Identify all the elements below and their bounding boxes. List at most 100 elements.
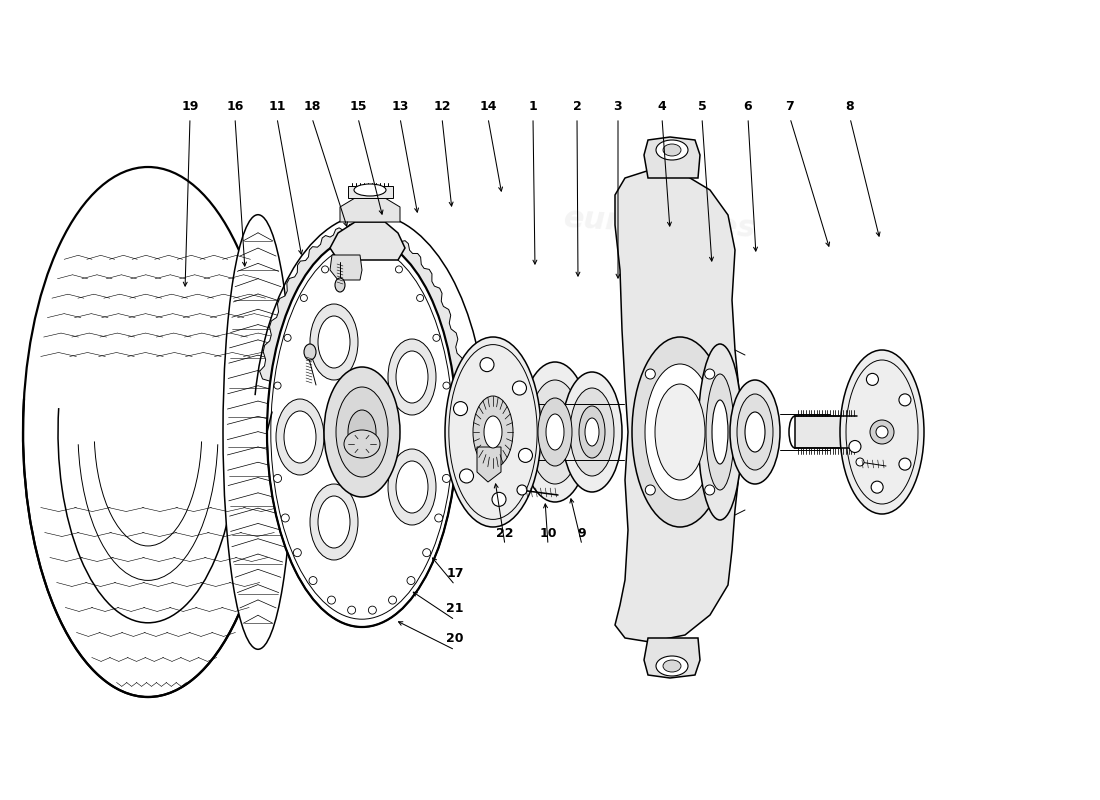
Text: 10: 10	[539, 527, 557, 540]
Text: 21: 21	[447, 602, 464, 615]
Ellipse shape	[492, 492, 506, 506]
Ellipse shape	[274, 474, 282, 482]
Ellipse shape	[354, 184, 386, 196]
Ellipse shape	[632, 337, 728, 527]
Ellipse shape	[345, 251, 353, 258]
Ellipse shape	[870, 420, 894, 444]
Ellipse shape	[309, 577, 317, 585]
Ellipse shape	[371, 251, 378, 258]
Ellipse shape	[310, 484, 358, 560]
Ellipse shape	[446, 337, 541, 527]
Ellipse shape	[529, 380, 581, 484]
Ellipse shape	[656, 140, 688, 160]
Ellipse shape	[276, 399, 324, 475]
Ellipse shape	[538, 398, 572, 466]
Text: eurospares: eurospares	[563, 205, 757, 243]
Ellipse shape	[396, 461, 428, 513]
Ellipse shape	[318, 316, 350, 368]
Ellipse shape	[899, 458, 911, 470]
Text: 17: 17	[447, 567, 464, 580]
Polygon shape	[644, 137, 700, 178]
Polygon shape	[330, 255, 362, 280]
Ellipse shape	[344, 430, 380, 458]
Ellipse shape	[388, 449, 436, 525]
Ellipse shape	[433, 334, 440, 342]
Ellipse shape	[663, 144, 681, 156]
Ellipse shape	[223, 214, 293, 650]
Ellipse shape	[284, 411, 316, 463]
Ellipse shape	[368, 606, 376, 614]
Ellipse shape	[520, 362, 590, 502]
Ellipse shape	[546, 414, 564, 450]
Text: 11: 11	[268, 100, 286, 113]
Text: 15: 15	[350, 100, 366, 113]
Ellipse shape	[706, 374, 734, 490]
Polygon shape	[340, 198, 400, 222]
Text: 5: 5	[697, 100, 706, 113]
Polygon shape	[615, 170, 745, 642]
Ellipse shape	[698, 344, 742, 520]
Ellipse shape	[294, 549, 301, 557]
Ellipse shape	[646, 369, 656, 379]
Ellipse shape	[267, 237, 456, 627]
Ellipse shape	[58, 242, 238, 622]
Ellipse shape	[737, 394, 773, 470]
Ellipse shape	[645, 364, 715, 500]
Text: 18: 18	[304, 100, 321, 113]
Ellipse shape	[480, 358, 494, 372]
Ellipse shape	[570, 388, 614, 476]
Text: 12: 12	[433, 100, 451, 113]
Text: 14: 14	[480, 100, 497, 113]
Ellipse shape	[663, 660, 681, 672]
Ellipse shape	[417, 294, 424, 302]
Ellipse shape	[840, 350, 924, 514]
Text: eurospares: eurospares	[229, 528, 387, 560]
Ellipse shape	[348, 606, 355, 614]
Ellipse shape	[712, 400, 728, 464]
Polygon shape	[644, 638, 700, 678]
Ellipse shape	[453, 402, 468, 416]
Ellipse shape	[730, 380, 780, 484]
Ellipse shape	[336, 387, 388, 477]
Ellipse shape	[518, 448, 532, 462]
Ellipse shape	[324, 367, 400, 497]
Ellipse shape	[23, 167, 273, 697]
Ellipse shape	[654, 384, 705, 480]
Text: 13: 13	[392, 100, 409, 113]
Text: 1: 1	[529, 100, 538, 113]
Ellipse shape	[646, 485, 656, 495]
Polygon shape	[330, 222, 405, 260]
Ellipse shape	[460, 469, 473, 483]
Ellipse shape	[300, 294, 307, 302]
Ellipse shape	[336, 278, 345, 292]
Ellipse shape	[562, 372, 622, 492]
Ellipse shape	[579, 406, 605, 458]
Polygon shape	[260, 223, 463, 384]
Ellipse shape	[422, 549, 431, 557]
Text: 6: 6	[744, 100, 752, 113]
Text: 16: 16	[227, 100, 244, 113]
Text: 2: 2	[573, 100, 582, 113]
Polygon shape	[348, 186, 393, 198]
Ellipse shape	[442, 474, 450, 482]
Ellipse shape	[304, 344, 316, 360]
Text: 9: 9	[578, 527, 586, 540]
Polygon shape	[477, 447, 500, 482]
Ellipse shape	[876, 426, 888, 438]
Ellipse shape	[656, 656, 688, 676]
Ellipse shape	[867, 374, 879, 386]
Text: 3: 3	[614, 100, 623, 113]
Text: 20: 20	[447, 632, 464, 645]
Text: 7: 7	[785, 100, 794, 113]
Ellipse shape	[388, 339, 436, 415]
Ellipse shape	[310, 304, 358, 380]
Ellipse shape	[705, 369, 715, 379]
Ellipse shape	[517, 485, 527, 495]
Ellipse shape	[396, 351, 428, 403]
Ellipse shape	[473, 396, 513, 468]
Ellipse shape	[407, 577, 415, 585]
Ellipse shape	[395, 266, 403, 273]
Ellipse shape	[484, 416, 502, 448]
Ellipse shape	[745, 412, 764, 452]
Ellipse shape	[871, 481, 883, 493]
